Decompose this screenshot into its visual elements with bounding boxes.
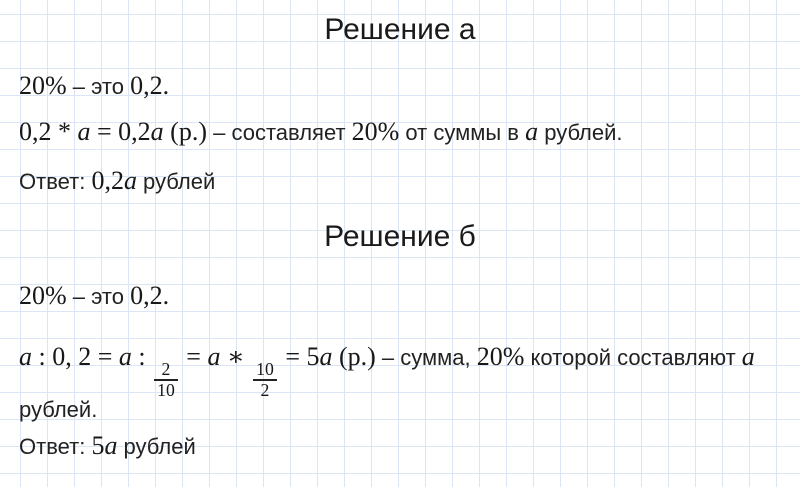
math-term: 0,2.	[130, 281, 170, 310]
math-term: 20%	[351, 117, 400, 146]
text-run: рублей	[117, 434, 196, 459]
variable: a	[123, 166, 137, 195]
solution-b-equation-wrap-line: рублей.	[19, 393, 97, 425]
text-run: – сумма,	[375, 345, 477, 370]
math-term: 0,2.	[130, 71, 170, 100]
variable: a	[118, 342, 132, 371]
fraction-bar	[253, 379, 277, 381]
math-term: = 0,2	[90, 117, 151, 146]
math-term: = 5	[278, 342, 320, 371]
solution-b-title: Решение б	[324, 220, 476, 253]
fraction-numerator: 10	[256, 358, 274, 379]
variable: a	[150, 117, 164, 146]
text-run: рублей.	[538, 120, 623, 145]
fraction-denominator: 2	[260, 379, 270, 400]
math-term: 20%	[19, 71, 67, 100]
text-run: – это	[66, 284, 131, 309]
math-term: 20%	[476, 342, 525, 371]
variable: a	[525, 117, 539, 146]
solution-a-equation-line: 0,2 * a = 0,2a (р.) – составляет 20% от …	[19, 116, 623, 148]
math-term: :	[131, 342, 153, 371]
solution-b-equation-line: a : 0, 2 = a : 2 10 = a ∗ 10 2 = 5a (р.) –…	[19, 341, 755, 400]
math-term: ∗	[220, 342, 252, 371]
text-run: – составляет	[207, 120, 352, 145]
fraction-numerator: 2	[161, 358, 171, 379]
answer-label: Ответ:	[19, 169, 92, 194]
math-term: =	[179, 342, 208, 371]
solution-b-intro-line: 20% – это 0,2.	[19, 280, 169, 312]
answer-label: Ответ:	[19, 434, 92, 459]
variable: a	[104, 431, 118, 460]
fraction-bar	[154, 379, 178, 381]
variable: a	[319, 342, 333, 371]
fraction-denominator: 10	[157, 379, 175, 400]
math-term: : 0, 2 =	[32, 342, 119, 371]
math-term: (р.)	[332, 342, 376, 371]
solution-b-answer-line: Ответ: 5a рублей	[19, 430, 196, 462]
text-run: рублей	[136, 169, 216, 194]
math-term: 0,2	[91, 166, 124, 195]
text-run: – это	[66, 74, 131, 99]
fraction: 2 10	[154, 358, 178, 400]
variable: a	[741, 342, 755, 371]
variable: a	[207, 342, 221, 371]
solution-a-title: Решение а	[324, 13, 476, 46]
text-run: от суммы в	[399, 120, 526, 145]
math-term: (р.)	[163, 117, 207, 146]
text-run: которой составляют	[524, 345, 742, 370]
math-term: 0,2 *	[19, 117, 78, 146]
math-term: 5	[91, 431, 105, 460]
variable: a	[19, 342, 32, 371]
solution-a-answer-line: Ответ: 0,2a рублей	[19, 165, 215, 197]
text-run: рублей.	[19, 397, 98, 422]
fraction: 10 2	[253, 358, 277, 400]
math-term: 20%	[19, 281, 67, 310]
solution-a-intro-line: 20% – это 0,2.	[19, 70, 169, 102]
variable: a	[77, 117, 91, 146]
